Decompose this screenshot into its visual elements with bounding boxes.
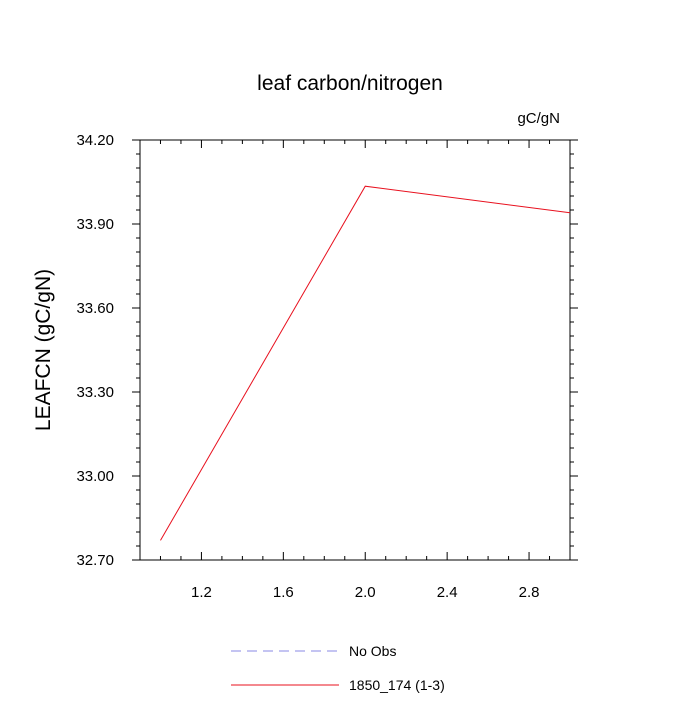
legend-label: No Obs <box>349 643 396 659</box>
x-tick-label: 2.4 <box>437 584 458 601</box>
y-tick-label: 33.60 <box>76 300 114 317</box>
y-tick-label: 33.00 <box>76 468 114 485</box>
legend-label: 1850_174 (1-3) <box>349 677 445 693</box>
x-tick-label: 1.6 <box>273 584 294 601</box>
y-tick-label: 33.90 <box>76 216 114 233</box>
x-tick-label: 1.2 <box>191 584 212 601</box>
x-tick-label: 2.8 <box>519 584 540 601</box>
series-layer <box>160 185 571 541</box>
chart-title: leaf carbon/nitrogen <box>257 72 443 95</box>
y-tick-label: 32.70 <box>76 552 114 569</box>
x-tick-label: 2.0 <box>355 584 376 601</box>
y-tick-label: 34.20 <box>76 132 114 149</box>
y-tick-label: 33.30 <box>76 384 114 401</box>
series-line <box>160 185 571 541</box>
axis-ticks <box>132 139 578 561</box>
units-label: gC/gN <box>517 110 560 127</box>
y-axis-label: LEAFCN (gC/gN) <box>32 269 55 431</box>
legend: No Obs 1850_174 (1-3) <box>231 643 445 693</box>
tick-labels: 1.2 1.6 2.0 2.4 2.8 32.70 33.00 33.30 33.60 33.90… <box>76 132 539 601</box>
